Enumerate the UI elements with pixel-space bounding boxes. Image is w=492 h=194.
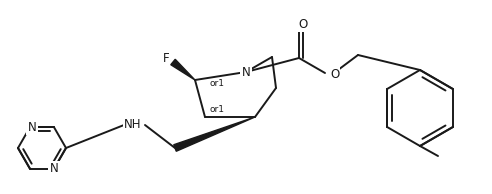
Text: F: F [163,53,169,66]
Text: or1: or1 [210,106,225,114]
Text: O: O [298,17,308,30]
Text: N: N [28,121,36,134]
Text: N: N [242,66,250,79]
Text: NH: NH [124,119,142,132]
Polygon shape [174,117,255,151]
Text: N: N [50,162,59,175]
Text: or1: or1 [210,80,225,88]
Text: O: O [330,68,339,81]
Polygon shape [171,59,195,80]
